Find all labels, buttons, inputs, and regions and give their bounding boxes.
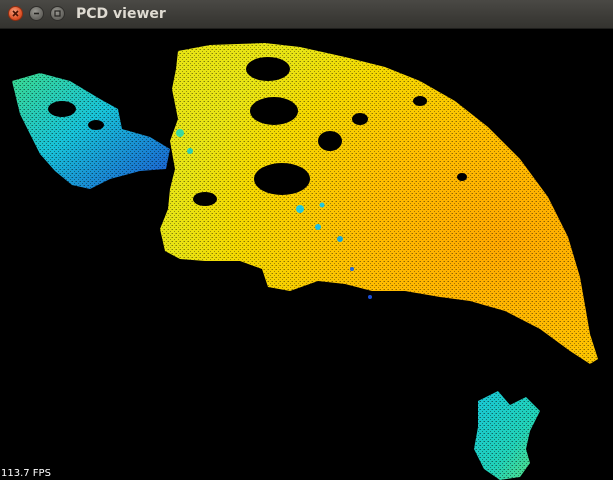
minimize-icon (34, 12, 39, 15)
title-bar[interactable]: PCD viewer (0, 0, 613, 29)
maximize-icon (54, 10, 61, 17)
window-title: PCD viewer (76, 6, 166, 22)
point-cloud-viewport[interactable]: 113.7 FPS (0, 29, 613, 480)
minimize-button[interactable] (29, 6, 44, 21)
point-cloud-main (160, 43, 598, 364)
maximize-button[interactable] (50, 6, 65, 21)
close-icon (12, 10, 19, 17)
point-cloud-left-cluster (12, 73, 170, 189)
point-cloud-bottom-right-cluster (474, 391, 540, 480)
close-button[interactable] (8, 6, 23, 21)
point-cloud-canvas[interactable] (0, 29, 613, 480)
fps-counter: 113.7 FPS (1, 468, 51, 479)
